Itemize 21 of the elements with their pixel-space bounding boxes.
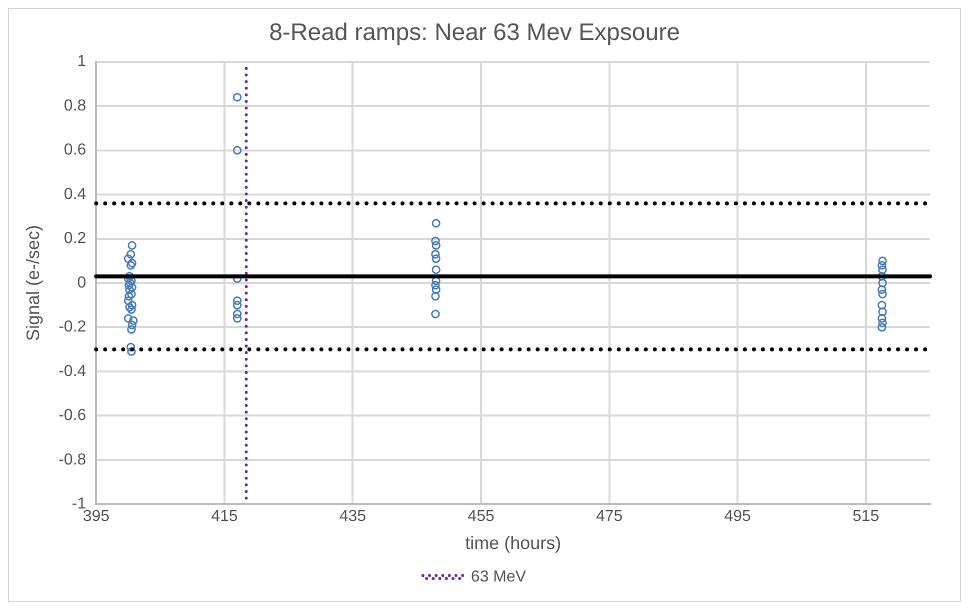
y-tick-label: 0.6	[64, 142, 86, 159]
x-tick-label: 515	[852, 508, 880, 526]
x-axis-title: time (hours)	[465, 533, 562, 554]
y-tick-label: 0.2	[64, 230, 86, 248]
x-tick-label: 415	[211, 508, 238, 526]
y-tick-label: 0	[77, 274, 86, 292]
y-tick-label: -0.6	[58, 407, 86, 424]
x-tick-label: 495	[724, 508, 752, 526]
y-tick-label: 0.4	[64, 186, 86, 203]
y-tick-label: -0.4	[58, 362, 86, 380]
y-tick-label: -0.2	[58, 318, 86, 336]
x-tick-label: 455	[468, 508, 494, 526]
y-tick-label: -0.8	[58, 451, 86, 468]
x-tick-label: 395	[82, 508, 110, 526]
x-tick-label: 435	[339, 508, 366, 526]
chart-title: 8-Read ramps: Near 63 Mev Expsoure	[269, 19, 680, 46]
y-tick-label: 0.8	[64, 97, 86, 114]
y-tick-label: 1	[77, 53, 86, 70]
x-tick-label: 475	[596, 508, 623, 526]
legend-label: 63 MeV	[470, 568, 526, 586]
y-axis-title: Signal (e-/sec)	[22, 224, 43, 342]
